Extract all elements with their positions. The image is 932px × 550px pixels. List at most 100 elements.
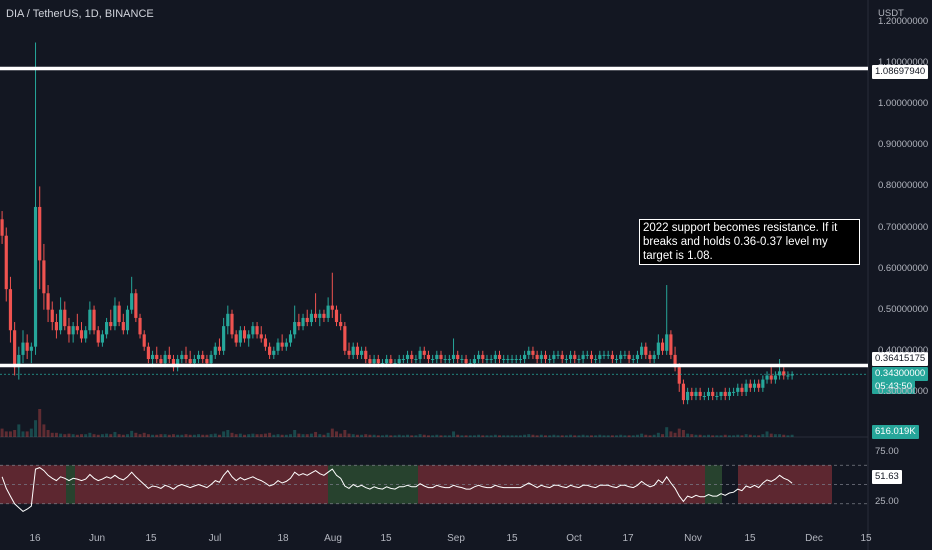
candle-body: [393, 363, 397, 365]
candle-body: [318, 313, 322, 318]
volume-bar: [481, 435, 485, 437]
volume-bar: [493, 434, 497, 437]
candle-body: [782, 371, 786, 376]
volume-bar: [753, 435, 756, 437]
volume-bar: [569, 434, 573, 437]
candle-body: [648, 354, 652, 360]
volume-bar: [472, 435, 476, 437]
candle-body: [125, 309, 130, 331]
volume-bar: [263, 433, 267, 437]
volume-bar: [610, 435, 614, 437]
volume-bar: [364, 434, 368, 437]
candle-body: [686, 391, 690, 401]
candle-body: [21, 342, 25, 355]
candle-body: [673, 354, 677, 368]
candle-body: [777, 371, 782, 376]
rsi-line: [1, 467, 793, 513]
candle-body: [481, 354, 485, 360]
candle-body: [594, 359, 598, 361]
volume-bar: [443, 435, 447, 437]
candle-body: [79, 330, 84, 339]
volume-bar: [514, 435, 518, 437]
candle-body: [619, 354, 623, 360]
candle-body: [351, 346, 355, 355]
candle-body: [343, 326, 347, 351]
resistance-price-tag: 1.08697940: [872, 65, 929, 79]
candle-body: [364, 350, 368, 360]
volume-bar: [29, 428, 33, 437]
candle-body: [761, 379, 765, 388]
volume-bar: [13, 430, 17, 437]
candle-body: [50, 309, 54, 323]
volume-bar: [117, 434, 121, 437]
x-tick-label: 18: [277, 533, 289, 544]
volume-bar: [410, 435, 414, 437]
volume-bar: [456, 434, 460, 437]
candle-body: [276, 342, 280, 351]
candle-body: [238, 330, 242, 343]
volume-bar: [192, 434, 196, 437]
candle-body: [339, 322, 343, 327]
volume-bar: [92, 434, 96, 437]
y-tick-label: 0.90000000: [878, 139, 929, 151]
volume-bar: [201, 434, 205, 437]
volume-bar: [84, 434, 88, 437]
volume-bar: [105, 433, 109, 437]
volume-bar: [761, 434, 765, 437]
candle-body: [138, 317, 142, 335]
volume-bar: [96, 434, 100, 437]
volume-bar: [176, 434, 180, 437]
annotation-note[interactable]: 2022 support becomes resistance. If it b…: [639, 219, 860, 265]
candle-body: [769, 375, 773, 380]
volume-bar: [34, 420, 38, 437]
candle-body: [560, 354, 564, 360]
candle-body: [677, 367, 681, 384]
volume-bar: [238, 433, 242, 437]
x-tick-label: 16: [29, 533, 41, 544]
symbol-title[interactable]: DIA / TetherUS, 1D, BINANCE: [6, 8, 154, 20]
rsi-value-tag: 51.63: [872, 470, 902, 484]
volume-bar: [25, 431, 29, 437]
volume-bar: [188, 434, 192, 437]
volume-bar: [75, 434, 79, 437]
candle-body: [176, 359, 180, 368]
volume-bar: [368, 434, 372, 437]
candle-body: [13, 330, 17, 368]
candle-body: [552, 354, 556, 360]
candle-body: [706, 391, 711, 397]
candle-body: [263, 338, 268, 347]
y-tick-label: 1.20000000: [878, 16, 929, 27]
currency-label: USDT: [878, 8, 904, 19]
volume-bar: [498, 435, 501, 437]
y-tick-label: 0.30000000: [878, 385, 929, 397]
candle-body: [205, 359, 209, 364]
y-tick-label: 0.50000000: [878, 303, 929, 315]
rsi-zone: [66, 465, 75, 504]
volume-bar: [644, 434, 648, 437]
candle-body: [464, 359, 468, 364]
candle-body: [251, 326, 255, 335]
x-tick-label: 15: [380, 533, 392, 544]
candle-body: [627, 354, 631, 360]
volume-bar: [8, 431, 12, 437]
candle-body: [305, 317, 309, 323]
x-tick-label: 15: [860, 533, 872, 544]
volume-bar: [773, 434, 777, 437]
candle-body: [0, 219, 4, 236]
volume-bar: [197, 434, 201, 437]
volume-bar: [694, 434, 698, 437]
candle-body: [159, 359, 163, 364]
candle-body: [242, 330, 247, 339]
candle-body: [180, 354, 184, 360]
candle-body: [531, 350, 535, 355]
volume-bar: [602, 435, 606, 437]
volume-bar: [510, 435, 514, 437]
x-tick-label: Sep: [447, 533, 465, 544]
candle-body: [130, 293, 134, 310]
volume-bar: [732, 435, 736, 437]
volume-bar: [723, 434, 727, 437]
volume-bar: [230, 432, 234, 437]
volume-bar: [518, 435, 522, 437]
x-tick-label: 15: [506, 533, 518, 544]
